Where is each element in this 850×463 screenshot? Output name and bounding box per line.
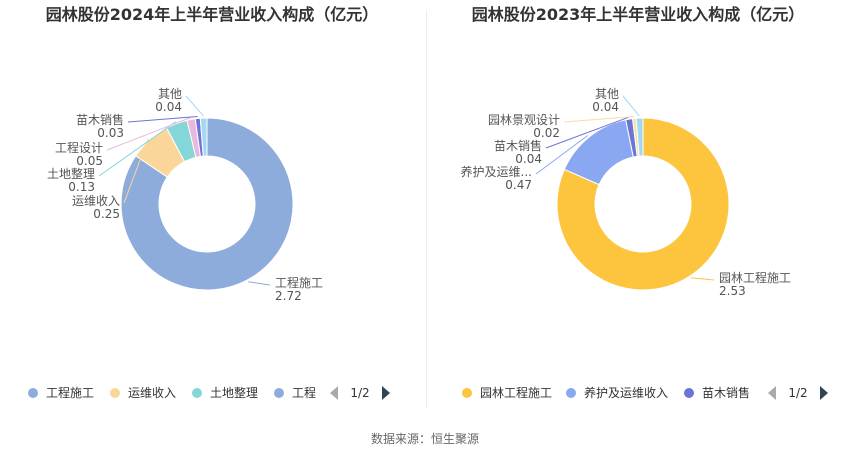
slice-value-label: 2.72 — [275, 289, 302, 303]
legend-next-page-icon[interactable] — [382, 386, 390, 400]
legend-next-page-icon[interactable] — [820, 386, 828, 400]
slice-value-label: 0.47 — [505, 178, 532, 192]
slice-value-label: 0.02 — [533, 126, 560, 140]
legend-page-indicator: 1/2 — [350, 386, 369, 400]
legend-item-label: 运维收入 — [128, 386, 176, 400]
chart-title: 园林股份2023年上半年营业收入构成（亿元） — [472, 5, 805, 24]
legend-marker[interactable] — [566, 388, 576, 398]
legend-item-label: 土地整理 — [210, 385, 258, 400]
slice-leader-line — [106, 117, 191, 151]
slice-name-label: 其他 — [158, 87, 182, 101]
slice-value-label: 0.04 — [592, 100, 619, 114]
legend-item-label: 工程施工 — [46, 385, 94, 400]
legend-prev-page-icon[interactable] — [768, 386, 776, 400]
legend-item-label: 园林工程施工 — [480, 385, 552, 400]
pie-slice[interactable] — [199, 117, 208, 157]
slice-leader-line — [622, 95, 640, 117]
legend-item-label: 苗木销售 — [702, 385, 750, 400]
legend-item-label: 工程 — [292, 385, 316, 400]
slice-name-label: 苗木销售 — [494, 138, 542, 153]
slice-value-label: 0.05 — [76, 154, 103, 168]
pie-slice[interactable] — [120, 117, 294, 291]
legend-prev-page-icon[interactable] — [330, 386, 338, 400]
pie-slice[interactable] — [556, 117, 730, 291]
legend-marker[interactable] — [274, 388, 284, 398]
slice-leader-line — [691, 277, 715, 281]
legend-marker[interactable] — [684, 388, 694, 398]
legend-marker[interactable] — [462, 388, 472, 398]
data-source-note: 数据来源：恒生聚源 — [371, 431, 479, 446]
slice-value-label: 0.03 — [97, 126, 124, 140]
slice-name-label: 园林工程施工 — [719, 270, 791, 285]
slice-name-label: 土地整理 — [47, 166, 95, 181]
slice-leader-line — [185, 95, 204, 117]
slice-leader-line — [535, 135, 588, 175]
slice-value-label: 0.04 — [515, 152, 542, 166]
slice-value-label: 0.13 — [68, 180, 95, 194]
slice-name-label: 其他 — [595, 87, 619, 101]
slice-name-label: 工程施工 — [275, 275, 323, 290]
slice-name-label: 园林景观设计 — [488, 113, 560, 127]
slice-leader-line — [563, 116, 635, 123]
slice-leader-line — [98, 121, 177, 177]
slice-name-label: 苗木销售 — [76, 112, 124, 127]
slice-leader-line — [127, 116, 198, 123]
chart-title: 园林股份2024年上半年营业收入构成（亿元） — [46, 5, 379, 24]
legend-marker[interactable] — [192, 388, 202, 398]
slice-value-label: 0.25 — [93, 207, 120, 221]
legend-page-indicator: 1/2 — [788, 386, 807, 400]
pie-slice[interactable] — [635, 117, 644, 157]
slice-leader-line — [248, 281, 271, 286]
slice-name-label: 工程设计 — [55, 140, 103, 155]
legend-marker[interactable] — [110, 388, 120, 398]
slice-name-label: 养护及运维... — [461, 164, 532, 179]
legend-marker[interactable] — [28, 388, 38, 398]
slice-leader-line — [123, 138, 149, 204]
slice-name-label: 运维收入 — [72, 194, 120, 208]
legend-item-label: 养护及运维收入 — [584, 385, 668, 400]
slice-leader-line — [545, 116, 629, 149]
slice-value-label: 0.04 — [155, 100, 182, 114]
slice-value-label: 2.53 — [719, 284, 746, 298]
